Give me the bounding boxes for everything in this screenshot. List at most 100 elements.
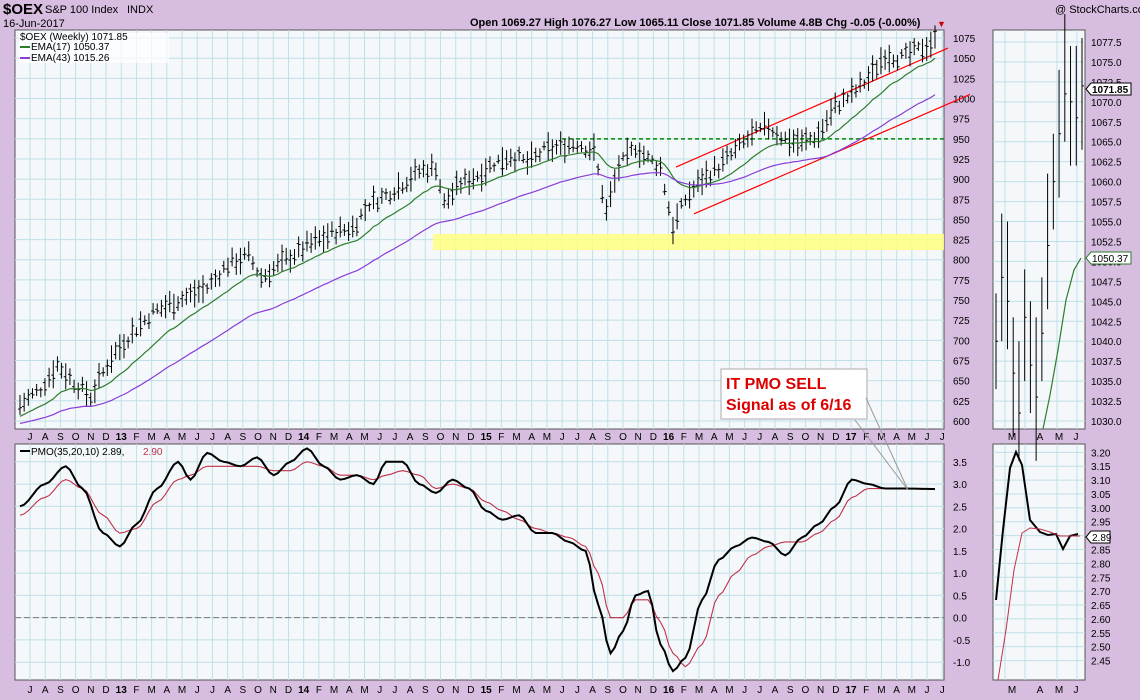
- pmo-y-tick-label: -1.0: [953, 658, 971, 669]
- ema43-line: [19, 94, 936, 424]
- badge-price: 1071.85: [1085, 82, 1132, 96]
- x-tick-label-bottom: 17: [845, 685, 857, 696]
- annotation-box: [720, 368, 868, 420]
- x-tick-label-bottom: 13: [116, 685, 128, 696]
- down-arrow-icon: ▼: [937, 19, 946, 29]
- x-tick-label-top: F: [133, 432, 139, 443]
- x-tick-label-top: N: [270, 432, 277, 443]
- x-tick-label-top: A: [164, 432, 171, 443]
- x-tick-label-top: M: [543, 432, 551, 443]
- inset-y-tick: 1060.0: [1091, 178, 1122, 189]
- x-tick-label-bottom: S: [604, 685, 611, 696]
- x-tick-label-bottom: 15: [481, 685, 493, 696]
- x-tick-label-top: J: [28, 432, 33, 443]
- x-tick-label-top: J: [925, 432, 930, 443]
- pmo-lines: [19, 447, 936, 673]
- badge-pmo-shape: [1085, 530, 1111, 544]
- x-tick-label-bottom: J: [195, 685, 200, 696]
- x-tick-label-bottom: O: [802, 685, 810, 696]
- x-tick-label-top: 17: [845, 432, 857, 443]
- x-tick-label-top: A: [346, 432, 353, 443]
- x-tick-label-top: D: [285, 432, 292, 443]
- x-tick-label-bottom: D: [102, 685, 109, 696]
- x-tick-label-top: A: [772, 432, 779, 443]
- x-tick-label-bottom: A: [224, 685, 231, 696]
- x-tick-label-top: A: [893, 432, 900, 443]
- legend-ema17: EMA(17) 1050.37: [31, 42, 110, 53]
- badge-ema-shape: [1085, 251, 1132, 265]
- x-tick-label-bottom: 14: [298, 685, 310, 696]
- inset-pmo-y-tick: 3.05: [1091, 490, 1111, 501]
- ema17-line: [19, 57, 936, 417]
- inset-x-tick-top: M: [1055, 432, 1063, 443]
- inset-price-panel: [992, 29, 1086, 430]
- x-tick-label-bottom: O: [619, 685, 627, 696]
- x-tick-label-bottom: M: [178, 685, 186, 696]
- x-tick-label-bottom: M: [360, 685, 368, 696]
- x-tick-label-bottom: M: [695, 685, 703, 696]
- inset-y-tick: 1035.0: [1091, 377, 1122, 388]
- inset-y-tick: 1037.5: [1091, 357, 1122, 368]
- x-tick-label-top: M: [725, 432, 733, 443]
- price-legend-bg: [19, 33, 169, 63]
- x-tick-label-bottom: A: [893, 685, 900, 696]
- x-tick-label-top: A: [589, 432, 596, 443]
- x-tick-label-top: O: [72, 432, 80, 443]
- x-tick-label-bottom: N: [87, 685, 94, 696]
- x-tick-label-top: A: [711, 432, 718, 443]
- annotation-pointer: [865, 397, 909, 491]
- x-tick-label-top: A: [224, 432, 231, 443]
- price-y-tick-label: 750: [953, 296, 970, 307]
- inset-y-tick: 1065.0: [1091, 138, 1122, 149]
- x-tick-label-top: M: [512, 432, 520, 443]
- price-y-tick-label: 950: [953, 135, 970, 146]
- annotation-line2: Signal as of 6/16: [726, 397, 851, 414]
- inset-pmo-y-tick: 2.60: [1091, 615, 1111, 626]
- x-tick-label-top: S: [787, 432, 794, 443]
- price-y-tick-label: 925: [953, 155, 970, 166]
- x-tick-label-bottom: M: [877, 685, 885, 696]
- pmo-y-tick-label: 1.5: [953, 547, 967, 558]
- inset-y-tick: 1067.5: [1091, 118, 1122, 129]
- inset-y-tick: 1042.5: [1091, 317, 1122, 328]
- pmo-signal-line: [19, 461, 935, 668]
- pmo-y-tick-label: 3.5: [953, 458, 967, 469]
- x-tick-label-top: J: [742, 432, 747, 443]
- x-tick-label-top: F: [498, 432, 504, 443]
- inset-pmo-y-tick: 2.80: [1091, 559, 1111, 570]
- price-bars: [18, 25, 937, 415]
- x-tick-label-bottom: S: [422, 685, 429, 696]
- x-tick-label-top: F: [316, 432, 322, 443]
- price-y-tick-label: 1050: [953, 54, 976, 65]
- x-tick-label-bottom: J: [742, 685, 747, 696]
- inset-x-tick-top: J: [1074, 432, 1079, 443]
- inset-y-tick: 1057.5: [1091, 198, 1122, 209]
- legend-main: $OEX (Weekly) 1071.85: [20, 32, 128, 43]
- pmo-y-tick-label: 0.0: [953, 614, 967, 625]
- price-y-tick-label: 975: [953, 115, 970, 126]
- x-tick-label-bottom: J: [925, 685, 930, 696]
- inset-pmo-y-tick: 2.65: [1091, 601, 1111, 612]
- x-tick-label-bottom: F: [498, 685, 504, 696]
- index-name: S&P 100 Index: [45, 4, 119, 16]
- inset-x-tick-top: A: [1037, 432, 1044, 443]
- x-tick-label-top: J: [757, 432, 762, 443]
- inset-y-tick: 1030.0: [1091, 417, 1122, 428]
- x-tick-label-bottom: J: [392, 685, 397, 696]
- inset-y-tick: 1052.5: [1091, 237, 1122, 248]
- x-tick-label-top: S: [422, 432, 429, 443]
- grid: [15, 30, 944, 680]
- inset-pmo-line: [995, 449, 1079, 601]
- price-y-tick-label: 900: [953, 175, 970, 186]
- x-tick-label-bottom: O: [437, 685, 445, 696]
- price-y-tick-label: 1025: [953, 74, 976, 85]
- inset-pmo-y-tick: 3.20: [1091, 448, 1111, 459]
- x-tick-label-top: J: [392, 432, 397, 443]
- watermark: @ StockCharts.com: [1055, 4, 1140, 16]
- inset-pmo-y-tick: 3.15: [1091, 462, 1111, 473]
- price-y-tick-label: 875: [953, 195, 970, 206]
- inset-y-tick: 1075.0: [1091, 58, 1122, 69]
- x-tick-label-top: O: [437, 432, 445, 443]
- main-axis-ticks: JJAASSOONNDD1313FFMMAAMMJJJJAASSOONNDD14…: [28, 34, 976, 696]
- x-tick-label-top: D: [832, 432, 839, 443]
